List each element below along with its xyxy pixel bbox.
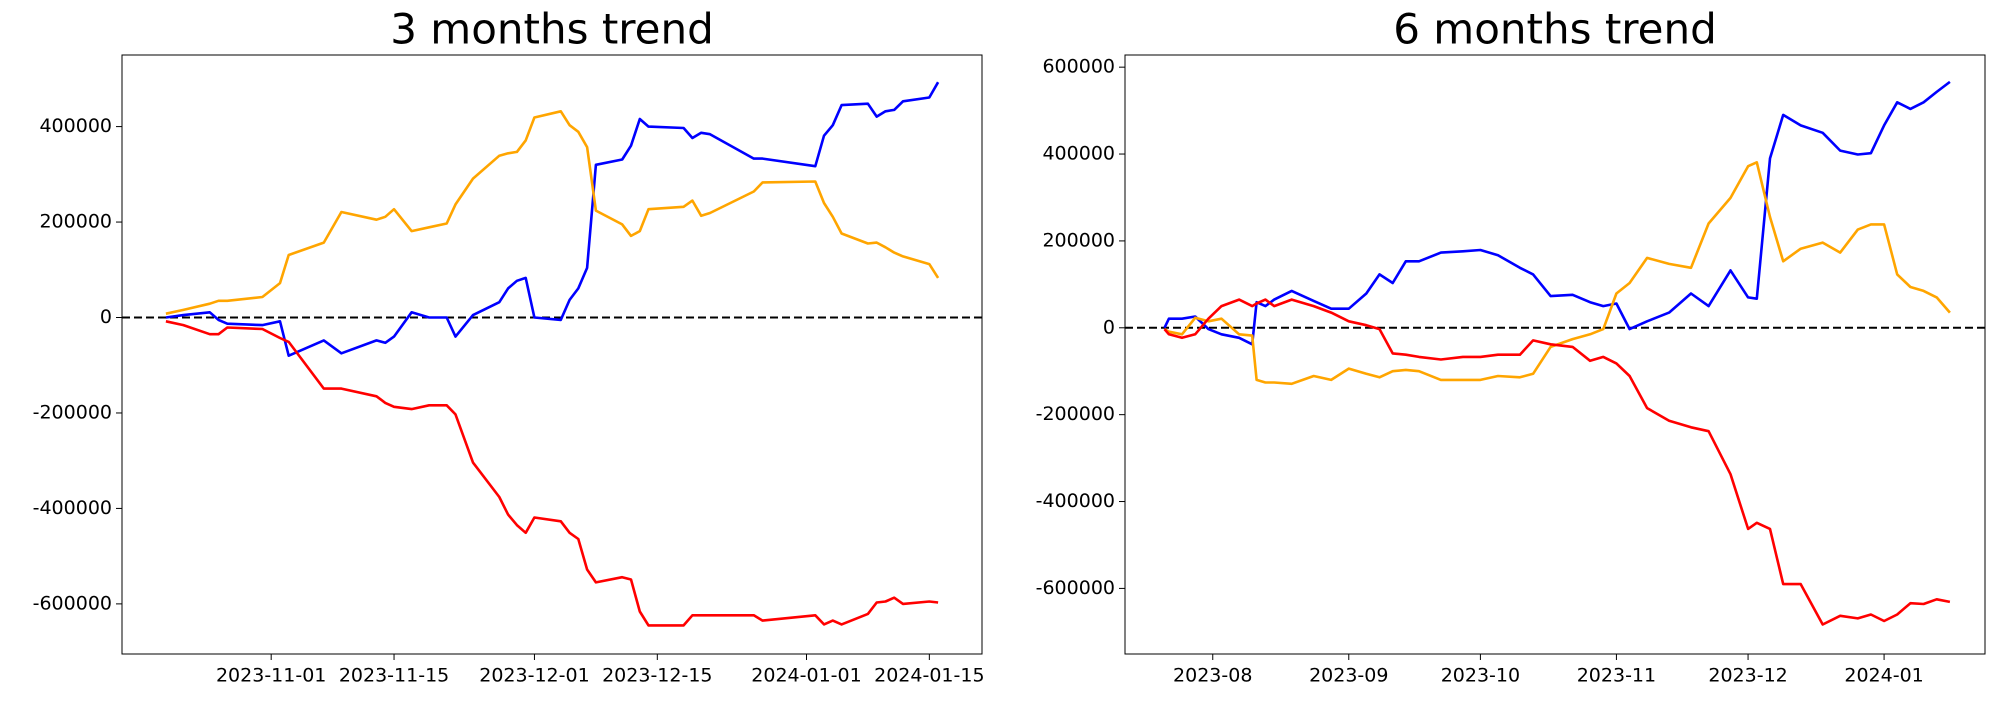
series-line <box>1163 161 1951 386</box>
x-tick-label: 2023-11-15 <box>339 665 449 687</box>
y-tick-label: -400000 <box>33 497 112 519</box>
series-line <box>1163 80 1951 346</box>
chart-title: 3 months trend <box>390 5 714 54</box>
series-line <box>165 81 940 357</box>
x-tick-label: 2024-01-01 <box>751 665 861 687</box>
y-tick-label: -600000 <box>1036 577 1115 599</box>
x-tick-label: 2023-11-01 <box>216 665 326 687</box>
x-tick-label: 2023-08 <box>1173 665 1252 687</box>
series-line <box>1163 298 1951 626</box>
series-line <box>165 110 940 315</box>
plot-frame <box>1124 54 1986 655</box>
x-tick-label: 2023-12 <box>1708 665 1787 687</box>
x-tick-label: 2024-01-15 <box>874 665 984 687</box>
chart-title: 6 months trend <box>1393 5 1717 54</box>
y-tick-label: 0 <box>1103 316 1115 338</box>
plot-frame <box>121 54 983 655</box>
series-line <box>165 320 939 627</box>
y-tick-label: -200000 <box>33 401 112 423</box>
y-tick-label: 200000 <box>39 211 112 233</box>
x-tick-label: 2023-09 <box>1309 665 1388 687</box>
y-tick-label: -600000 <box>33 592 112 614</box>
x-tick-label: 2023-12-01 <box>479 665 589 687</box>
x-tick-label: 2023-12-15 <box>602 665 712 687</box>
y-tick-label: -200000 <box>1036 403 1115 425</box>
y-tick-label: 0 <box>100 306 112 328</box>
x-tick-label: 2024-01 <box>1844 665 1923 687</box>
y-tick-label: 400000 <box>1042 143 1115 165</box>
y-tick-label: 200000 <box>1042 229 1115 251</box>
x-tick-label: 2023-11 <box>1577 665 1656 687</box>
y-tick-label: -400000 <box>1036 490 1115 512</box>
y-tick-label: 400000 <box>39 115 112 137</box>
x-tick-label: 2023-10 <box>1441 665 1520 687</box>
y-tick-label: 600000 <box>1042 56 1115 78</box>
